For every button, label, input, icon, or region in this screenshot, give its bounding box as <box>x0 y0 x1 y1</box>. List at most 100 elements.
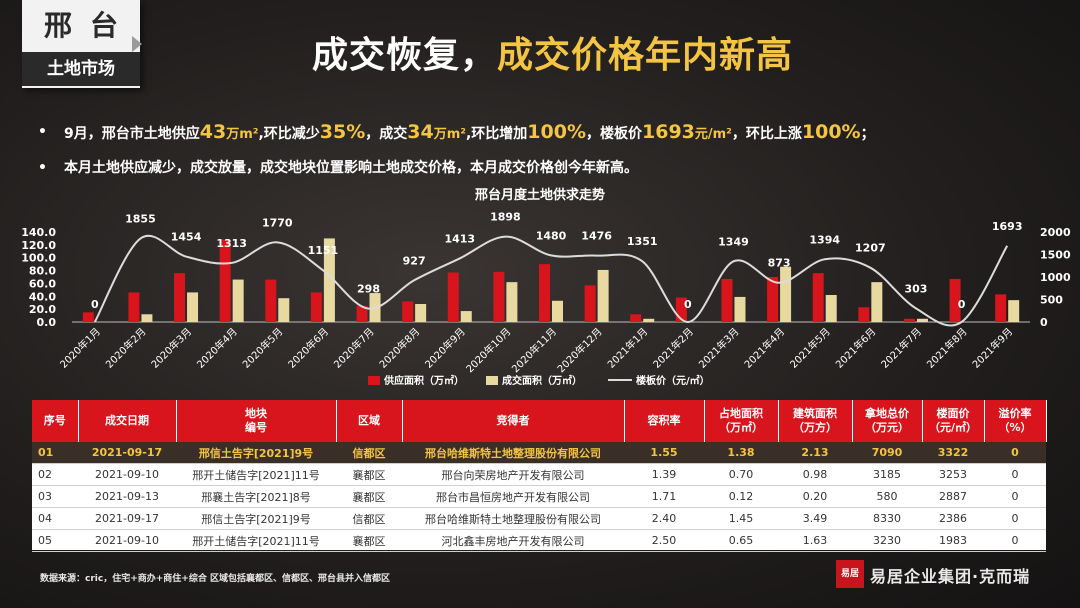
table-header-cell: 竞得者 <box>402 400 625 442</box>
table-cell: 04 <box>32 507 78 530</box>
table-cell: 2.13 <box>778 442 852 464</box>
table-cell: 邢台向荣房地产开发有限公司 <box>402 463 624 486</box>
price-data-label: 298 <box>357 283 380 296</box>
table-cell: 1.45 <box>704 507 778 530</box>
table-cell: 0.20 <box>778 485 852 508</box>
y-right-tick-label: 2000 <box>1040 226 1071 239</box>
deals-table-container: 序号 成交日期 地块 编号 区域 竞得者 容积率 占地面积 （万㎡） 建筑面积 （万方） 拿地总价 （万… <box>32 400 1047 552</box>
table-cell: 3230 <box>852 529 922 552</box>
x-tick-label: 2021年6月 <box>833 325 879 371</box>
y-left-tick-label: 20.0 <box>29 303 56 316</box>
table-cell: 襄都区 <box>336 529 402 552</box>
table-cell: 邢台哈维斯特土地整理股份有限公司 <box>402 507 624 530</box>
table-header-cell: 拿地总价 （万元） <box>852 400 923 442</box>
supply-value: 43万m² <box>200 121 259 143</box>
y-right-tick-label: 0 <box>1040 316 1048 329</box>
bullet-2-text: 本月土地供应减少，成交放量，成交地块位置影响土地成交价格，本月成交价格创今年新高… <box>64 160 638 176</box>
price-data-label: 1413 <box>444 232 475 245</box>
table-cell: 邢信土告字[2021]9号 <box>176 442 336 464</box>
floor-price-change: 100% <box>801 121 861 143</box>
supply-bar <box>675 297 687 322</box>
deal-bar <box>187 292 199 322</box>
price-data-label: 303 <box>904 282 927 295</box>
x-tick-label: 2020年4月 <box>194 325 240 371</box>
deal-bar <box>552 300 563 322</box>
price-data-label: 0 <box>684 298 692 311</box>
x-tick-label: 2020年8月 <box>376 325 422 371</box>
legend-supply-label: 供应面积（万㎡） <box>383 374 464 387</box>
y-left-tick-label: 0.0 <box>37 316 57 329</box>
supply-bar <box>356 305 368 322</box>
bullet-dot-icon: • <box>38 160 47 176</box>
y-right-tick-label: 1000 <box>1040 271 1071 284</box>
deal-bar <box>278 298 290 322</box>
table-cell: 3.49 <box>778 507 852 530</box>
data-source-note: 数据来源：cric，住宅+商办+商住+综合 区域包括襄都区、信都区、邢台县并入信… <box>40 574 390 584</box>
price-data-label: 1476 <box>581 230 612 243</box>
table-header-cell: 建筑面积 （万方） <box>778 400 853 442</box>
table-cell: 0.12 <box>704 485 778 508</box>
x-tick-label: 2020年11月 <box>509 325 559 375</box>
table-cell: 2021-09-13 <box>78 485 176 508</box>
deal-bar <box>597 269 609 322</box>
price-data-label: 1394 <box>809 233 840 246</box>
deal-bar <box>460 311 472 322</box>
y-right-tick-label: 1500 <box>1040 249 1071 262</box>
y-left-tick-label: 40.0 <box>29 290 56 303</box>
supply-bar <box>767 277 779 322</box>
x-tick-label: 2021年5月 <box>787 325 833 371</box>
deal-bar <box>780 266 792 322</box>
table-cell: 2021-09-10 <box>78 463 176 486</box>
table-cell: 1.39 <box>624 463 704 486</box>
deal-bar <box>323 238 335 322</box>
x-tick-label: 2021年8月 <box>924 325 970 371</box>
headline: 成交恢复，成交价格年内新高 <box>312 26 793 78</box>
table-row: 05 2021-09-10 邢开土储告字[2021]11号 襄都区 河北鑫丰房地产开发有… <box>32 529 1046 552</box>
price-data-label: 927 <box>403 254 426 267</box>
supply-bar <box>949 278 961 322</box>
supply-bar <box>82 312 94 322</box>
legend-supply-swatch <box>368 376 380 385</box>
deal-unit: 万m² <box>433 127 466 142</box>
supply-bar <box>539 264 550 322</box>
supply-unit: 万m² <box>226 127 259 142</box>
x-tick-label: 2020年9月 <box>422 325 468 371</box>
table-header-cell: 地块 编号 <box>176 400 337 442</box>
x-tick-label: 2020年10月 <box>463 325 513 375</box>
table-cell: 1983 <box>922 529 984 552</box>
deal-bar <box>916 318 928 322</box>
deal-bar <box>734 296 746 322</box>
deal-bar <box>825 295 837 322</box>
x-tick-label: 2020年3月 <box>148 325 194 371</box>
table-row: 03 2021-09-13 邢襄土告字[2021]8号 襄都区 邢台市昌恒房地产开发有限… <box>32 485 1046 508</box>
table-cell: 7090 <box>852 442 922 464</box>
supply-bar <box>858 307 870 322</box>
bullet-1-text-3: ，成交 <box>365 126 408 142</box>
x-tick-label: 2020年1月 <box>57 325 103 371</box>
x-tick-label: 2020年7月 <box>331 325 377 371</box>
table-row: 01 2021-09-17 邢信土告字[2021]9号 信都区 邢台哈维斯特土地整理股份… <box>32 442 1046 464</box>
table-cell: 邢信土告字[2021]9号 <box>176 507 336 530</box>
table-cell: 3253 <box>922 463 984 486</box>
deal-change: 100% <box>527 121 586 143</box>
y-left-tick-label: 100.0 <box>21 252 56 265</box>
price-data-label: 1351 <box>627 235 658 248</box>
price-data-label: 873 <box>768 257 791 270</box>
deal-bar <box>141 314 153 322</box>
table-row: 04 2021-09-17 邢信土告字[2021]9号 信都区 邢台哈维斯特土地整理股份… <box>32 507 1046 530</box>
table-header-cell: 序号 <box>32 400 79 442</box>
logo-text: 易居企业集团·克而瑞 <box>870 567 1031 586</box>
supply-bar <box>219 239 231 322</box>
price-data-label: 1454 <box>171 231 202 244</box>
x-tick-label: 2021年7月 <box>878 325 924 371</box>
table-cell: 襄都区 <box>336 463 402 486</box>
price-data-label: 1898 <box>490 211 521 224</box>
bullet-1-text-1: 9月，邢台市土地供应 <box>64 126 200 142</box>
table-cell: 2021-09-10 <box>78 529 176 552</box>
city-name: 邢台 <box>43 9 136 42</box>
supply-bar <box>402 301 414 322</box>
y-right-tick-label: 500 <box>1040 294 1063 307</box>
supply-bar <box>903 318 915 322</box>
logo-seal-icon: 易居 <box>836 560 864 588</box>
table-header-cell: 区域 <box>336 400 403 442</box>
